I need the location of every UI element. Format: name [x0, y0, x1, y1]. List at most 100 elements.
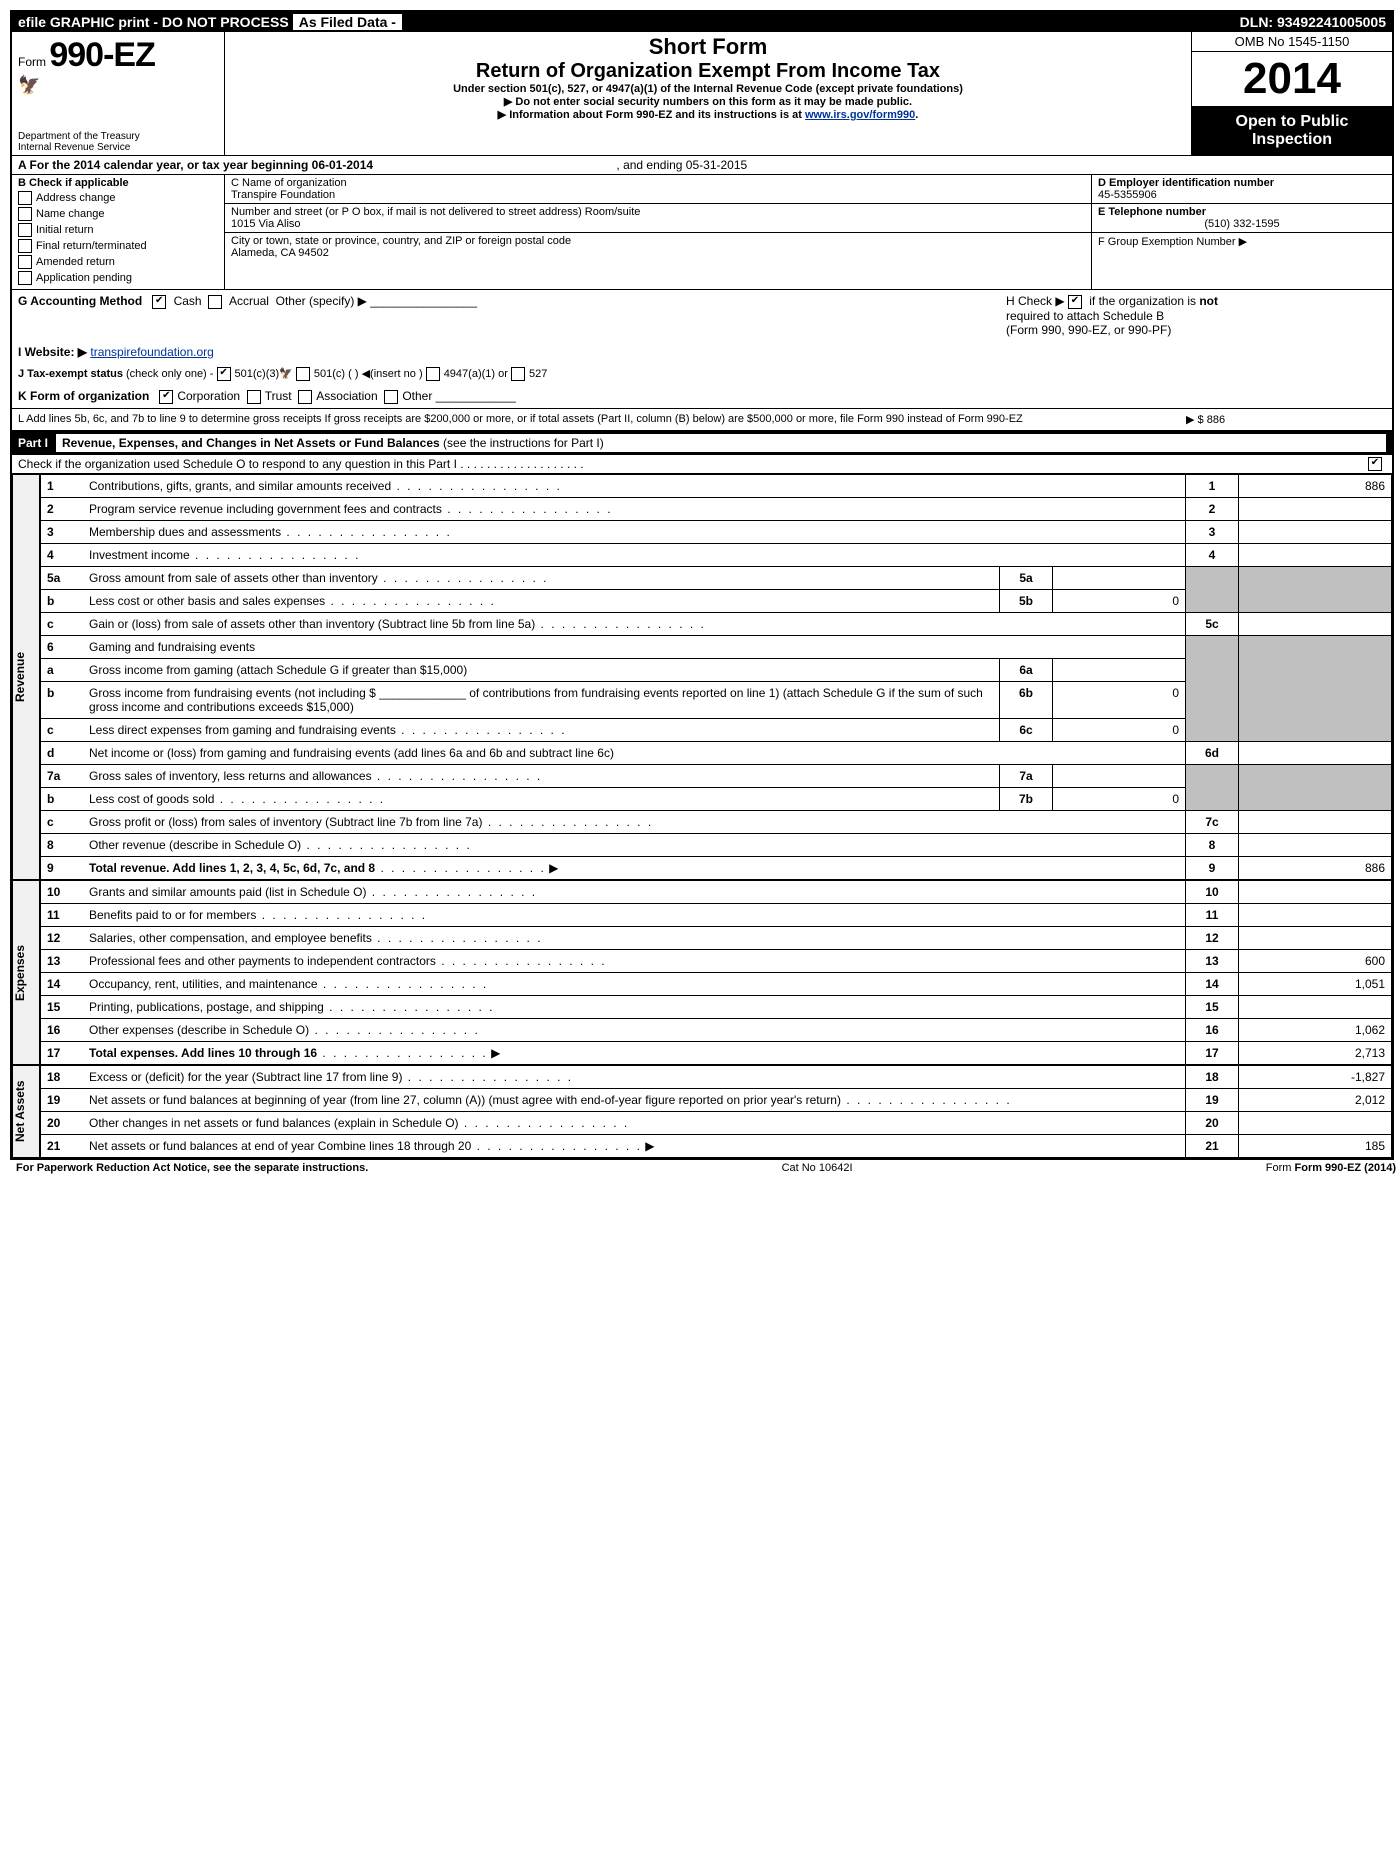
i-label: I Website: ▶ — [18, 345, 87, 359]
chk-initial[interactable]: Initial return — [18, 223, 218, 237]
l5a-subval — [1053, 566, 1186, 589]
l18-no: 18 — [41, 1065, 84, 1088]
chk-4947[interactable] — [426, 367, 440, 381]
l9-val: 886 — [1239, 856, 1392, 879]
as-filed: As Filed Data - — [293, 14, 402, 30]
line-5a: 5aGross amount from sale of assets other… — [41, 566, 1392, 589]
chk-cash[interactable]: ✔ — [152, 295, 166, 309]
form-number: 990-EZ — [49, 36, 155, 74]
l2-num: 2 — [1186, 497, 1239, 520]
chk-accrual[interactable] — [208, 295, 222, 309]
g-accrual: Accrual — [229, 294, 269, 308]
l14-no: 14 — [41, 972, 84, 995]
j-label: J Tax-exempt status — [18, 368, 123, 380]
chk-assoc[interactable] — [298, 390, 312, 404]
l8-no: 8 — [41, 833, 84, 856]
j-opt2: 501(c) ( ) ◀(insert no ) — [314, 368, 423, 380]
part1-title-bold: Revenue, Expenses, and Changes in Net As… — [62, 436, 440, 450]
l12-desc: Salaries, other compensation, and employ… — [89, 931, 372, 945]
section-l: L Add lines 5b, 6c, and 7b to line 9 to … — [12, 409, 1392, 431]
street: 1015 Via Aliso — [231, 218, 1085, 230]
h-line3: (Form 990, 990-EZ, or 990-PF) — [1006, 323, 1171, 337]
chk-final[interactable]: Final return/terminated — [18, 239, 218, 253]
l6c-no: c — [41, 718, 84, 741]
l-arrow: ▶ — [1186, 414, 1194, 426]
irs-link[interactable]: www.irs.gov/form990 — [805, 109, 915, 121]
l1-desc: Contributions, gifts, grants, and simila… — [89, 479, 391, 493]
line-18: 18Excess or (deficit) for the year (Subt… — [41, 1065, 1392, 1088]
line-2: 2Program service revenue including gover… — [41, 497, 1392, 520]
l5b-no: b — [41, 589, 84, 612]
entity-row: B Check if applicable Address change Nam… — [12, 175, 1392, 290]
chk-501c[interactable] — [296, 367, 310, 381]
l3-no: 3 — [41, 520, 84, 543]
l16-num: 16 — [1186, 1018, 1239, 1041]
l19-no: 19 — [41, 1088, 84, 1111]
website-link[interactable]: transpirefoundation.org — [90, 345, 213, 359]
l1-num: 1 — [1186, 474, 1239, 497]
g-cash: Cash — [174, 294, 202, 308]
section-def: D Employer identification number 45-5355… — [1092, 175, 1392, 289]
j-opt3: 4947(a)(1) or — [444, 368, 508, 380]
chk-pending[interactable]: Application pending — [18, 271, 218, 285]
k-corp: Corporation — [177, 389, 240, 403]
l10-no: 10 — [41, 880, 84, 903]
l1-no: 1 — [41, 474, 84, 497]
footer: For Paperwork Reduction Act Notice, see … — [10, 1160, 1400, 1176]
section-a-ending: , and ending 05-31-2015 — [616, 158, 747, 172]
l6d-desc: Net income or (loss) from gaming and fun… — [89, 746, 614, 760]
header-center: Short Form Return of Organization Exempt… — [225, 32, 1191, 155]
l7a-desc: Gross sales of inventory, less returns a… — [89, 769, 372, 783]
org-name-label: C Name of organization — [231, 177, 1085, 189]
part1-title: Revenue, Expenses, and Changes in Net As… — [56, 434, 1386, 452]
chk-trust[interactable] — [247, 390, 261, 404]
l16-desc: Other expenses (describe in Schedule O) — [89, 1023, 309, 1037]
chk-name[interactable]: Name change — [18, 207, 218, 221]
street-cell: Number and street (or P O box, if mail i… — [225, 204, 1091, 233]
chk-amended[interactable]: Amended return — [18, 255, 218, 269]
line-7a: 7a Gross sales of inventory, less returns… — [41, 764, 1392, 787]
line-21: 21Net assets or fund balances at end of … — [41, 1134, 1392, 1157]
tax-year: 2014 — [1192, 52, 1392, 107]
note-ssn: Do not enter social security numbers on … — [231, 95, 1185, 108]
l5a-desc: Gross amount from sale of assets other t… — [89, 571, 378, 585]
l5c-val — [1239, 612, 1392, 635]
section-a-label: A For the 2014 calendar year, or tax yea… — [18, 158, 373, 172]
l2-val — [1239, 497, 1392, 520]
netassets-label: Net Assets — [12, 1065, 40, 1158]
chk-527[interactable] — [511, 367, 525, 381]
chk-address[interactable]: Address change — [18, 191, 218, 205]
subtitle: Under section 501(c), 527, or 4947(a)(1)… — [231, 83, 1185, 95]
chk-schedule-b[interactable]: ✔ — [1068, 295, 1082, 309]
chk-other[interactable] — [384, 390, 398, 404]
l17-no: 17 — [41, 1041, 84, 1064]
row-gh: G Accounting Method ✔ Cash Accrual Other… — [12, 290, 1392, 341]
l7c-no: c — [41, 810, 84, 833]
l6c-subval: 0 — [1053, 718, 1186, 741]
line-16: 16 Other expenses (describe in Schedule O… — [41, 1018, 1392, 1041]
line-19: 19Net assets or fund balances at beginni… — [41, 1088, 1392, 1111]
l6a-subval — [1053, 658, 1186, 681]
header-left: Form 990-EZ 🦅 Department of the Treasury… — [12, 32, 225, 155]
l6b-desc: Gross income from fundraising events (no… — [89, 686, 983, 714]
l5c-no: c — [41, 612, 84, 635]
l7a-subval — [1053, 764, 1186, 787]
h-pre: H Check ▶ — [1006, 294, 1068, 308]
l9-desc: Total revenue. Add lines 1, 2, 3, 4, 5c,… — [89, 861, 375, 875]
chk-501c3[interactable]: ✔ — [217, 367, 231, 381]
part1-title-rest: (see the instructions for Part I) — [443, 436, 604, 450]
dept-treasury: Department of the Treasury — [18, 131, 140, 142]
footer-right: Form Form 990-EZ (2014) — [1266, 1162, 1396, 1174]
l8-desc: Other revenue (describe in Schedule O) — [89, 838, 301, 852]
part1-checked: ✔ — [1371, 457, 1379, 468]
street-label: Number and street (or P O box, if mail i… — [231, 206, 1085, 218]
l7a-no: 7a — [41, 764, 84, 787]
note2-pre: Information about Form 990-EZ and its in… — [509, 109, 805, 121]
chk-corp[interactable]: ✔ — [159, 390, 173, 404]
l7b-sub: 7b — [1000, 787, 1053, 810]
l14-desc: Occupancy, rent, utilities, and maintena… — [89, 977, 318, 991]
expenses-section: Expenses 10Grants and similar amounts pa… — [12, 880, 1392, 1065]
chk-schedule-o[interactable]: ✔ — [1368, 457, 1382, 471]
line-7c: cGross profit or (loss) from sales of in… — [41, 810, 1392, 833]
l7b-desc: Less cost of goods sold — [89, 792, 214, 806]
